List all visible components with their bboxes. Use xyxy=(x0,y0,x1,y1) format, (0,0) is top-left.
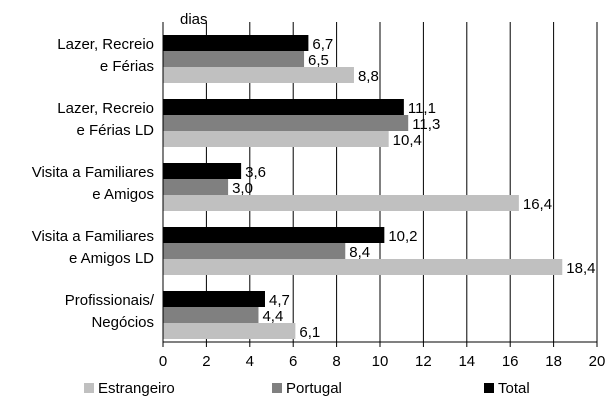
category-label: Profissionais/ xyxy=(65,292,155,309)
bar-portugal xyxy=(163,179,229,195)
category-label: Visita a Familiares xyxy=(32,164,154,181)
data-label: 10,4 xyxy=(393,132,422,149)
data-label: 6,5 xyxy=(308,52,329,69)
data-label: 3,6 xyxy=(245,164,266,181)
legend-swatch-portugal xyxy=(272,383,282,393)
x-tick-label: 18 xyxy=(545,353,562,370)
data-label: 4,7 xyxy=(269,292,290,309)
category-label: e Férias xyxy=(100,58,154,75)
bar-portugal xyxy=(163,307,259,323)
data-label: 11,3 xyxy=(412,116,440,133)
legend-label-portugal: Portugal xyxy=(286,380,342,397)
x-tick-label: 2 xyxy=(202,353,210,370)
bar-portugal xyxy=(163,243,346,259)
bar-portugal xyxy=(163,51,305,67)
x-tick-label: 0 xyxy=(159,353,167,370)
category-label: e Amigos xyxy=(92,186,154,203)
data-label: 4,4 xyxy=(262,308,283,325)
x-tick-label: 10 xyxy=(372,353,389,370)
legend-label-estrangeiro: Estrangeiro xyxy=(98,380,175,397)
category-label: Visita a Familiares xyxy=(32,228,154,245)
bar-estrangeiro xyxy=(163,323,296,339)
data-label: 8,8 xyxy=(358,68,379,85)
category-label: Lazer, Recreio xyxy=(57,36,154,53)
bar-total xyxy=(163,163,242,179)
bar-total xyxy=(163,227,385,243)
data-label: 11,1 xyxy=(408,100,436,117)
category-label: e Amigos LD xyxy=(69,250,154,267)
legend-label-total: Total xyxy=(498,380,530,397)
x-tick-label: 6 xyxy=(289,353,297,370)
bar-estrangeiro xyxy=(163,67,354,83)
x-tick-label: 12 xyxy=(415,353,432,370)
bar-estrangeiro xyxy=(163,195,519,211)
data-label: 16,4 xyxy=(523,196,552,213)
bar-estrangeiro xyxy=(163,131,389,147)
data-label: 8,4 xyxy=(349,244,370,261)
bar-total xyxy=(163,99,404,115)
data-label: 6,7 xyxy=(312,36,333,53)
x-tick-label: 20 xyxy=(589,353,606,370)
category-label: Negócios xyxy=(91,314,154,331)
bar-total xyxy=(163,35,309,51)
legend-swatch-estrangeiro xyxy=(84,383,94,393)
x-tick-label: 4 xyxy=(246,353,254,370)
x-tick-label: 16 xyxy=(502,353,519,370)
x-tick-label: 8 xyxy=(332,353,340,370)
data-label: 10,2 xyxy=(388,228,417,245)
unit-label: dias xyxy=(180,11,208,28)
bar-total xyxy=(163,291,265,307)
bars: 6,76,5 8,8 11,111,310,4 3,63,0 16,4 10,2 8,4 18… xyxy=(163,35,595,341)
axes: 0 2 4 6 8 10 12 14 16 18 20 Lazer, Recreio e Férias L… xyxy=(32,22,606,370)
legend: Estrangeiro Portugal Total xyxy=(84,380,530,397)
bar-estrangeiro xyxy=(163,259,563,275)
legend-swatch-total xyxy=(484,383,494,393)
category-label: Lazer, Recreio xyxy=(57,100,154,117)
category-label: e Férias LD xyxy=(76,122,154,139)
data-label: 6,1 xyxy=(299,324,320,341)
data-label: 3,0 xyxy=(232,180,253,197)
bar-portugal xyxy=(163,115,409,131)
data-label: 18,4 xyxy=(566,260,595,277)
x-tick-label: 14 xyxy=(458,353,475,370)
